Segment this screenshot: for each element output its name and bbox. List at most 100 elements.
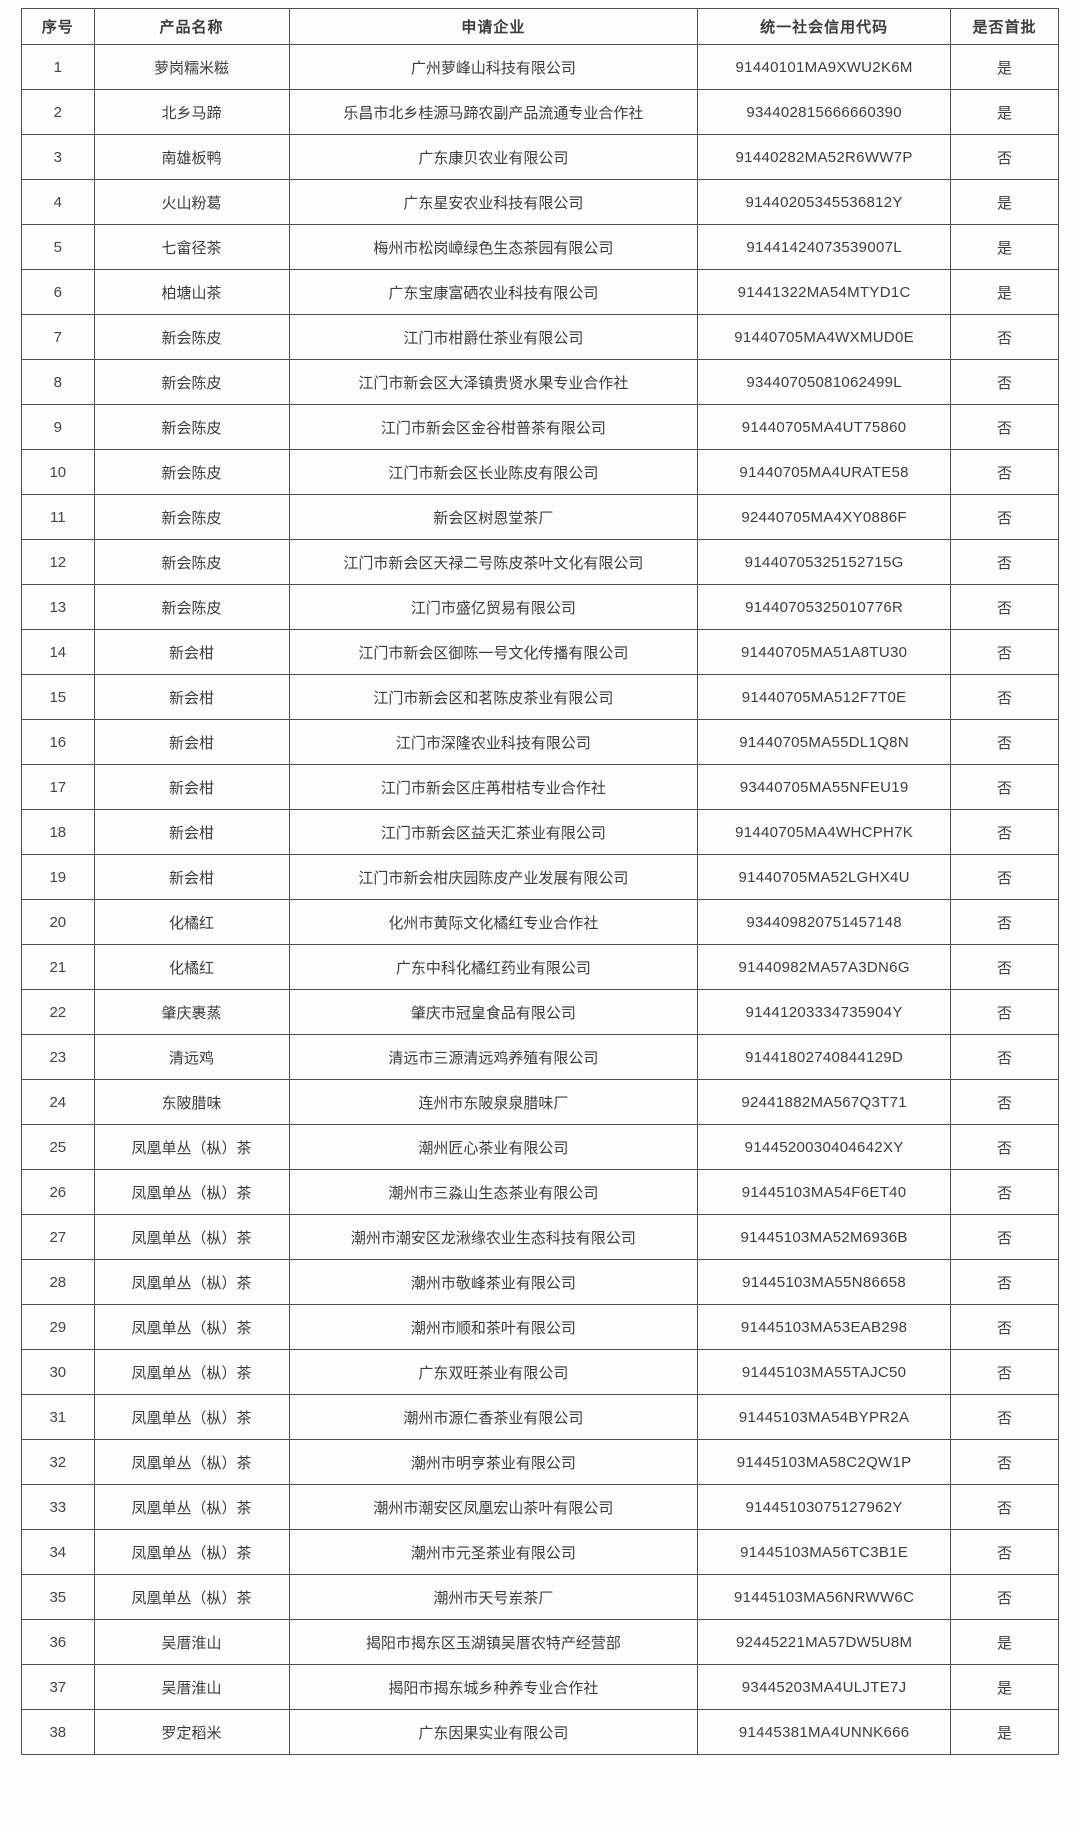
cell-credit-code: 934402815666660390: [697, 89, 952, 135]
cell-product-name: 肇庆裹蒸: [93, 989, 290, 1035]
cell-serial-number: 36: [21, 1619, 95, 1665]
cell-applicant-company: 潮州市天号岽茶厂: [288, 1574, 699, 1620]
cell-product-name: 新会柑: [93, 809, 290, 855]
cell-product-name: 新会陈皮: [93, 359, 290, 405]
cell-product-name: 新会柑: [93, 629, 290, 675]
cell-product-name: 新会陈皮: [93, 539, 290, 585]
cell-first-batch: 否: [950, 1394, 1059, 1440]
table-row: 7 新会陈皮 江门市柑爵仕茶业有限公司 91440705MA4WXMUD0E 否: [21, 314, 1059, 360]
cell-serial-number: 8: [21, 359, 95, 405]
cell-credit-code: 91440705325010776R: [697, 584, 952, 630]
cell-first-batch: 否: [950, 1349, 1059, 1395]
cell-credit-code: 91440705325152715G: [697, 539, 952, 585]
cell-applicant-company: 江门市盛亿贸易有限公司: [288, 584, 699, 630]
cell-product-name: 东陂腊味: [93, 1079, 290, 1125]
table-row: 9 新会陈皮 江门市新会区金谷柑普茶有限公司 91440705MA4UT75860 否: [21, 404, 1059, 450]
cell-product-name: 凤凰单丛（枞）茶: [93, 1124, 290, 1170]
cell-first-batch: 否: [950, 1574, 1059, 1620]
cell-applicant-company: 江门市新会区长业陈皮有限公司: [288, 449, 699, 495]
cell-first-batch: 是: [950, 269, 1059, 315]
table-row: 12 新会陈皮 江门市新会区天禄二号陈皮茶叶文化有限公司 91440705325152…: [21, 539, 1059, 585]
cell-serial-number: 7: [21, 314, 95, 360]
cell-product-name: 凤凰单丛（枞）茶: [93, 1259, 290, 1305]
cell-credit-code: 91445103MA54BYPR2A: [697, 1394, 952, 1440]
cell-first-batch: 否: [950, 1079, 1059, 1125]
cell-first-batch: 否: [950, 584, 1059, 630]
cell-product-name: 凤凰单丛（枞）茶: [93, 1214, 290, 1260]
cell-serial-number: 22: [21, 989, 95, 1035]
cell-first-batch: 否: [950, 674, 1059, 720]
cell-applicant-company: 梅州市松岗嶂绿色生态茶园有限公司: [288, 224, 699, 270]
cell-serial-number: 28: [21, 1259, 95, 1305]
cell-credit-code: 92441882MA567Q3T71: [697, 1079, 952, 1125]
cell-first-batch: 否: [950, 1124, 1059, 1170]
cell-first-batch: 否: [950, 1439, 1059, 1485]
cell-product-name: 七畲径茶: [93, 224, 290, 270]
table-row: 11 新会陈皮 新会区树恩堂茶厂 92440705MA4XY0886F 否: [21, 494, 1059, 540]
cell-first-batch: 否: [950, 404, 1059, 450]
cell-product-name: 凤凰单丛（枞）茶: [93, 1394, 290, 1440]
cell-applicant-company: 江门市新会区和茗陈皮茶业有限公司: [288, 674, 699, 720]
table-row: 30 凤凰单丛（枞）茶 广东双旺茶业有限公司 91445103MA55TAJC50 否: [21, 1349, 1059, 1395]
table-row: 34 凤凰单丛（枞）茶 潮州市元圣茶业有限公司 91445103MA56TC3B1E 否: [21, 1529, 1059, 1575]
table-row: 10 新会陈皮 江门市新会区长业陈皮有限公司 91440705MA4URATE58 否: [21, 449, 1059, 495]
cell-product-name: 吴厝淮山: [93, 1664, 290, 1710]
cell-first-batch: 否: [950, 1259, 1059, 1305]
cell-first-batch: 否: [950, 1304, 1059, 1350]
cell-first-batch: 否: [950, 899, 1059, 945]
cell-credit-code: 91440705MA4UT75860: [697, 404, 952, 450]
table-row: 22 肇庆裹蒸 肇庆市冠皇食品有限公司 91441203334735904Y 否: [21, 989, 1059, 1035]
cell-serial-number: 9: [21, 404, 95, 450]
cell-product-name: 凤凰单丛（枞）茶: [93, 1439, 290, 1485]
cell-credit-code: 91445103MA58C2QW1P: [697, 1439, 952, 1485]
cell-applicant-company: 江门市新会区金谷柑普茶有限公司: [288, 404, 699, 450]
cell-applicant-company: 揭阳市揭东区玉湖镇吴厝农特产经营部: [288, 1619, 699, 1665]
table-row: 21 化橘红 广东中科化橘红药业有限公司 91440982MA57A3DN6G 否: [21, 944, 1059, 990]
cell-first-batch: 否: [950, 764, 1059, 810]
cell-product-name: 凤凰单丛（枞）茶: [93, 1484, 290, 1530]
cell-product-name: 新会陈皮: [93, 314, 290, 360]
cell-product-name: 化橘红: [93, 944, 290, 990]
table-row: 35 凤凰单丛（枞）茶 潮州市天号岽茶厂 91445103MA56NRWW6C 否: [21, 1574, 1059, 1620]
cell-first-batch: 否: [950, 449, 1059, 495]
cell-applicant-company: 潮州市敬峰茶业有限公司: [288, 1259, 699, 1305]
cell-serial-number: 19: [21, 854, 95, 900]
cell-serial-number: 20: [21, 899, 95, 945]
cell-credit-code: 91445381MA4UNNK666: [697, 1709, 952, 1755]
cell-serial-number: 21: [21, 944, 95, 990]
cell-serial-number: 11: [21, 494, 95, 540]
cell-credit-code: 91440705MA55DL1Q8N: [697, 719, 952, 765]
table-row: 8 新会陈皮 江门市新会区大泽镇贵贤水果专业合作社 93440705081062499…: [21, 359, 1059, 405]
cell-applicant-company: 江门市深隆农业科技有限公司: [288, 719, 699, 765]
cell-product-name: 清远鸡: [93, 1034, 290, 1080]
table-header-row: 序号 产品名称 申请企业 统一社会信用代码 是否首批: [21, 8, 1059, 45]
header-credit-code: 统一社会信用代码: [697, 8, 952, 45]
table-row: 32 凤凰单丛（枞）茶 潮州市明亨茶业有限公司 91445103MA58C2QW1P 否: [21, 1439, 1059, 1485]
table-row: 36 吴厝淮山 揭阳市揭东区玉湖镇吴厝农特产经营部 92445221MA57DW5U8…: [21, 1619, 1059, 1665]
cell-applicant-company: 广东因果实业有限公司: [288, 1709, 699, 1755]
table-row: 5 七畲径茶 梅州市松岗嶂绿色生态茶园有限公司 91441424073539007L 是: [21, 224, 1059, 270]
cell-serial-number: 38: [21, 1709, 95, 1755]
cell-first-batch: 否: [950, 539, 1059, 585]
cell-product-name: 罗定稻米: [93, 1709, 290, 1755]
cell-credit-code: 91445103MA53EAB298: [697, 1304, 952, 1350]
cell-serial-number: 4: [21, 179, 95, 225]
cell-product-name: 新会柑: [93, 764, 290, 810]
cell-applicant-company: 江门市新会区御陈一号文化传播有限公司: [288, 629, 699, 675]
cell-serial-number: 17: [21, 764, 95, 810]
cell-credit-code: 91445103MA54F6ET40: [697, 1169, 952, 1215]
cell-applicant-company: 潮州市顺和茶叶有限公司: [288, 1304, 699, 1350]
table-row: 38 罗定稻米 广东因果实业有限公司 91445381MA4UNNK666 是: [21, 1709, 1059, 1755]
cell-credit-code: 91441203334735904Y: [697, 989, 952, 1035]
cell-first-batch: 否: [950, 359, 1059, 405]
table-row: 18 新会柑 江门市新会区益天汇茶业有限公司 91440705MA4WHCPH7K 否: [21, 809, 1059, 855]
cell-serial-number: 13: [21, 584, 95, 630]
cell-first-batch: 是: [950, 1709, 1059, 1755]
table-row: 16 新会柑 江门市深隆农业科技有限公司 91440705MA55DL1Q8N 否: [21, 719, 1059, 765]
table-row: 28 凤凰单丛（枞）茶 潮州市敬峰茶业有限公司 91445103MA55N86658 否: [21, 1259, 1059, 1305]
header-serial-number: 序号: [21, 8, 95, 45]
cell-serial-number: 24: [21, 1079, 95, 1125]
cell-first-batch: 否: [950, 1529, 1059, 1575]
cell-credit-code: 91440705MA4URATE58: [697, 449, 952, 495]
cell-serial-number: 1: [21, 44, 95, 90]
